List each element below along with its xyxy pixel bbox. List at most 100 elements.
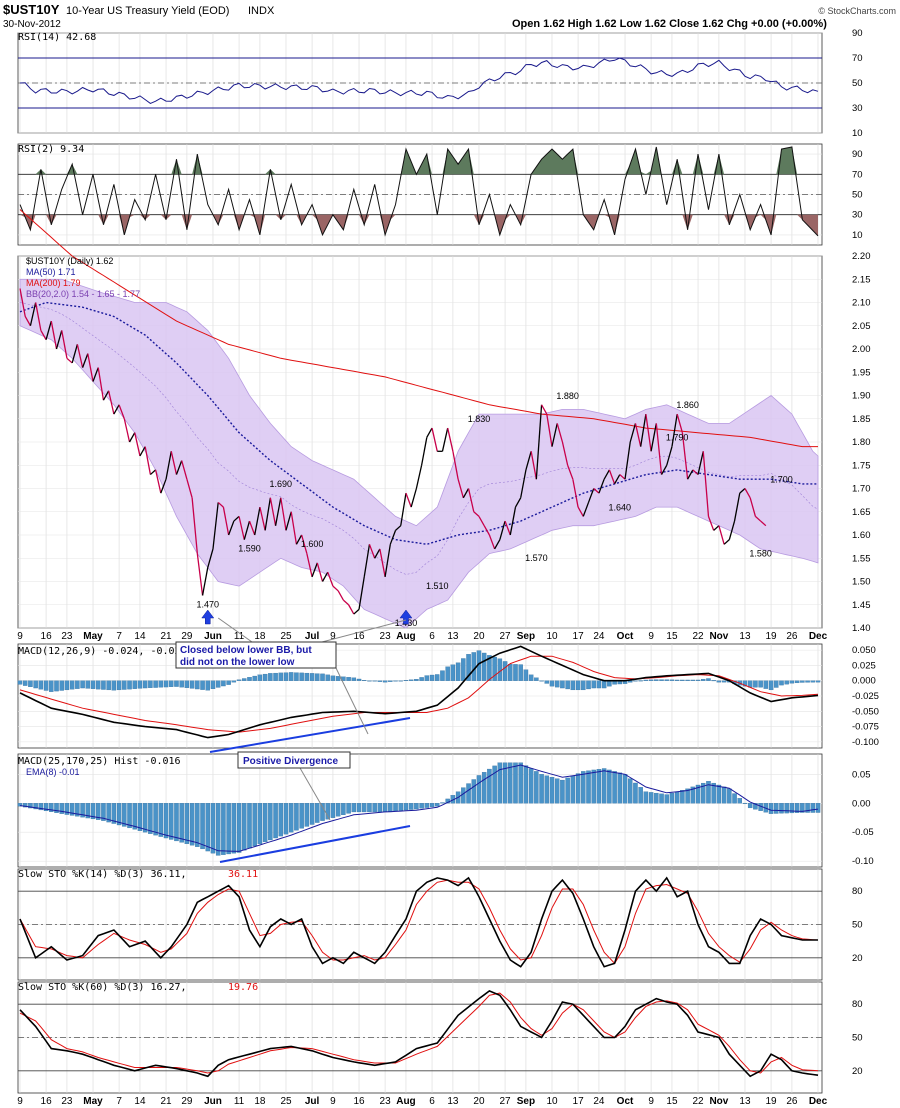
hist-bar: [815, 803, 821, 813]
price-segment: [535, 404, 543, 480]
macd-hist-bar: [22, 680, 28, 686]
macd-hist-bar: [273, 672, 278, 681]
price-data-label: 1.510: [426, 581, 449, 591]
macd-hist-bar: [445, 666, 450, 681]
hist-bar: [90, 803, 96, 820]
price-y-tick: 2.10: [852, 298, 871, 309]
y-tick-label: 50: [852, 190, 863, 201]
price-segment: [509, 506, 517, 536]
price-segment: [353, 608, 360, 615]
price-xtick: 26: [786, 631, 798, 642]
price-xtick: May: [83, 631, 103, 642]
macd-hist-bar: [753, 680, 758, 688]
macd-hist-bar: [607, 680, 612, 687]
bottom-xtick: 27: [499, 1096, 511, 1107]
macd-hist-bar: [309, 673, 315, 681]
price-segment: [154, 469, 162, 494]
macd-hist-bar: [49, 680, 54, 692]
hist-bar: [742, 802, 748, 804]
macd-hist-bar: [466, 654, 471, 681]
bb-middle-line: [19, 302, 819, 575]
hist-bar: [789, 803, 795, 814]
price-segment: [149, 469, 157, 476]
price-xtick: 6: [429, 631, 435, 642]
hist-bar: [617, 772, 623, 804]
price-segment: [274, 497, 282, 526]
price-segment: [71, 344, 78, 364]
price-segment: [749, 497, 757, 517]
macd-hist-bar: [758, 680, 763, 688]
hist-bar: [372, 803, 377, 813]
macd-hist-bar: [586, 680, 591, 690]
hist-bar: [674, 791, 680, 804]
bottom-xtick: 13: [447, 1096, 459, 1107]
macd-hist-bar: [101, 680, 106, 690]
price-segment: [212, 502, 219, 550]
hist-bar: [210, 803, 216, 854]
hist-bar: [215, 803, 221, 856]
bottom-xtick: 17: [573, 1096, 585, 1107]
price-segment: [40, 330, 47, 341]
price-xtick: Aug: [396, 631, 415, 642]
macd-divergence-line: [209, 717, 411, 753]
price-segment: [254, 506, 261, 536]
price-segment: [66, 357, 73, 364]
price-segment: [718, 525, 725, 545]
bottom-xtick: Jun: [204, 1096, 222, 1107]
hist-bar: [612, 771, 617, 804]
hist-bar: [153, 803, 158, 836]
y-tick-label: 0.050: [852, 645, 876, 656]
macd-hist-bar: [210, 680, 216, 689]
price-segment: [316, 562, 324, 582]
ema-legend-text: EMA(8) -0.01: [26, 767, 80, 777]
macd-hist-bar: [424, 675, 430, 681]
macd-hist-bar: [664, 679, 669, 681]
hist-bar: [638, 787, 643, 804]
macd-hist-bar: [549, 680, 555, 687]
macd-hist-bar: [815, 680, 821, 683]
y-tick-label: 10: [852, 128, 863, 139]
hist-bar: [195, 803, 200, 847]
macd-hist-bar: [85, 680, 91, 689]
price-segment: [713, 525, 720, 531]
price-segment: [447, 427, 454, 452]
macd-hist-bar: [805, 680, 810, 683]
hist-bar: [518, 762, 523, 804]
macd-hist-bar: [429, 674, 435, 681]
price-segment: [431, 427, 438, 452]
macd-legend-text: MACD(12,26,9) -0.024, -0.022, -0.002: [18, 646, 235, 657]
macd-hist-bar: [794, 680, 800, 684]
price-segment: [420, 437, 428, 466]
price-xtick: 13: [447, 631, 459, 642]
hist-bar: [669, 792, 675, 804]
bottom-xtick: 14: [134, 1096, 146, 1107]
macd-hist-bar: [742, 680, 748, 687]
price-legend-text: $UST10Y (Daily) 1.62: [26, 256, 113, 266]
bottom-xtick: Aug: [396, 1096, 415, 1107]
price-segment: [676, 413, 684, 433]
hist-bar: [695, 784, 701, 804]
price-segment: [697, 451, 704, 475]
price-xtick: 21: [160, 631, 172, 642]
macd-hist-bar: [346, 677, 351, 681]
macd-hist-bar: [43, 680, 49, 691]
price-segment: [228, 520, 235, 536]
bottom-xtick: Dec: [809, 1096, 828, 1107]
hist-bar: [388, 803, 393, 812]
price-segment: [666, 446, 673, 466]
price-legend: $UST10Y (Daily) 1.62 MA(50) 1.71 MA(200)…: [26, 256, 140, 299]
series-lines: [19, 57, 819, 1078]
price-segment: [499, 520, 506, 540]
hist-bar: [408, 803, 414, 810]
price-segment: [24, 316, 31, 327]
macd-legend: MACD(12,26,9) -0.024, -0.022, -0.002: [18, 646, 235, 657]
hist-bar: [122, 803, 127, 827]
hist-bar: [774, 803, 779, 814]
y-tick-label: -0.10: [852, 856, 874, 867]
macd-hist-bar: [408, 679, 414, 681]
hist-bar: [596, 769, 602, 804]
macd-hist-bar: [554, 680, 560, 688]
price-segment: [76, 344, 84, 368]
price-segment: [337, 590, 344, 601]
hist-bar: [513, 762, 518, 804]
